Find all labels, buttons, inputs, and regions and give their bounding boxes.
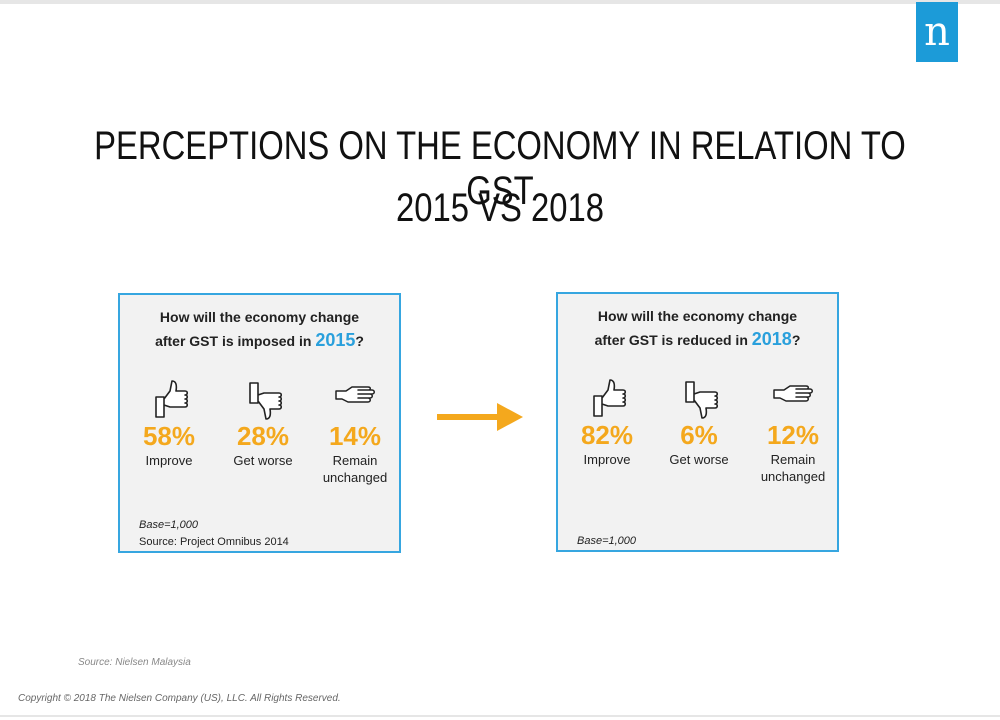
question-line-1: How will the economy change [159, 309, 360, 325]
get-worse-label: Get worse [654, 451, 744, 468]
question-suffix: ? [355, 333, 364, 349]
improve-label-line1: Improve [145, 453, 193, 468]
question-year: 2018 [751, 329, 792, 349]
slide-title: PERCEPTIONS ON THE ECONOMY IN RELATION T… [94, 124, 906, 213]
improve-label: Improve [124, 452, 214, 469]
improve-percentage: 82% [580, 420, 634, 450]
unchanged-label-line1: Remain [770, 452, 816, 467]
get-worse-label-line1: Get worse [233, 453, 293, 468]
question-prefix: after GST is imposed in [155, 333, 316, 349]
slide-subtitle: 2015 VS 2018 [396, 186, 604, 230]
panel-2018: How will the economy change after GST is… [556, 292, 839, 552]
improve-label: Improve [562, 451, 652, 468]
question-year: 2015 [315, 330, 356, 350]
question-prefix: after GST is reduced in [594, 332, 752, 348]
unchanged-label-line2: unchanged [322, 470, 388, 485]
question-suffix: ? [791, 332, 801, 348]
improve-label-line1: Improve [583, 452, 631, 467]
get-worse-label-line1: Get worse [669, 452, 729, 467]
thumbs-up-icon [155, 380, 188, 418]
right-arrow-icon [437, 403, 523, 431]
question-line-2: after GST is imposed in 2015? [120, 330, 399, 351]
get-worse-percentage: 6% [680, 420, 718, 450]
improve-percentage: 58% [142, 421, 196, 451]
thumbs-up-icon [593, 379, 626, 417]
base-note: Base=1,000 [139, 519, 199, 531]
thumbs-down-icon [685, 381, 718, 419]
get-worse-label: Get worse [218, 452, 308, 469]
question-line-1: How will the economy change [597, 308, 798, 324]
flat-hand-icon [335, 386, 375, 403]
copyright-text: Copyright © 2018 The Nielsen Company (US… [18, 693, 341, 704]
unchanged-label-line2: unchanged [760, 469, 826, 484]
unchanged-percentage: 14% [328, 421, 382, 451]
get-worse-percentage: 28% [236, 421, 290, 451]
question-line-2: after GST is reduced in 2018? [558, 329, 837, 350]
flat-hand-icon [773, 385, 813, 402]
top-divider [0, 0, 1000, 4]
nielsen-logo: n [916, 2, 958, 62]
unchanged-label: Remain unchanged [748, 451, 838, 485]
unchanged-percentage: 12% [766, 420, 820, 450]
thumbs-down-icon [249, 382, 282, 420]
panel-source-note: Source: Project Omnibus 2014 [139, 536, 289, 548]
source-note: Source: Nielsen Malaysia [78, 657, 191, 668]
bottom-divider [0, 715, 1000, 717]
base-note: Base=1,000 [577, 535, 637, 547]
unchanged-label-line1: Remain [332, 453, 378, 468]
panel-2015: How will the economy change after GST is… [118, 293, 401, 553]
unchanged-label: Remain unchanged [310, 452, 400, 486]
